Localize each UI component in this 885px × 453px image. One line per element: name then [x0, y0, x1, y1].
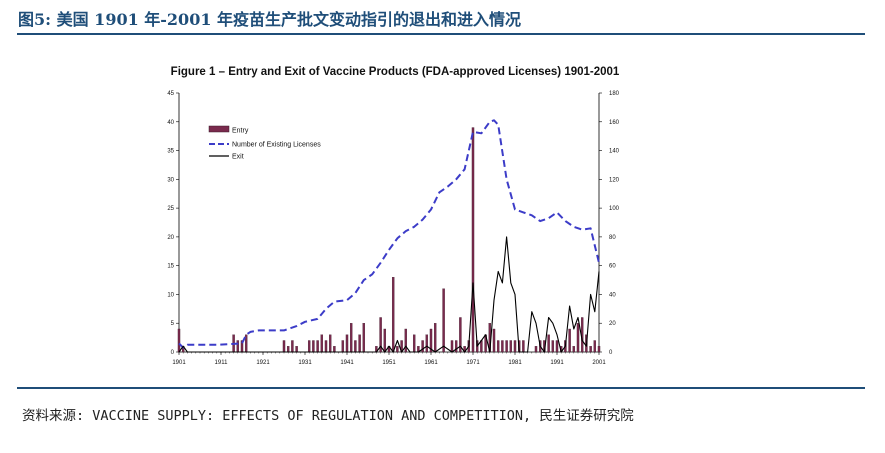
entry-bar: [597, 346, 601, 353]
entry-bar: [412, 334, 416, 353]
entry-bar: [551, 340, 554, 353]
y-left-tick-label: 0: [171, 350, 175, 356]
y-right-tick-label: 100: [609, 206, 620, 212]
series-lines: [178, 119, 600, 353]
entry-bar: [509, 340, 512, 353]
x-tick-label: 2001: [592, 360, 606, 366]
entry-bar: [547, 334, 550, 353]
entry-bar: [421, 340, 424, 353]
entry-bar: [358, 334, 361, 353]
y-left-tick-label: 35: [167, 149, 174, 155]
entry-bar: [501, 340, 504, 353]
y-right-tick-label: 80: [609, 235, 616, 241]
y-left-tick-label: 40: [167, 120, 174, 126]
y-right-tick-label: 140: [609, 149, 620, 155]
exit-line: [178, 236, 600, 353]
entry-bar: [433, 323, 437, 353]
entry-bar: [333, 346, 336, 353]
x-tick-label: 1911: [215, 360, 229, 366]
entry-bar: [505, 340, 508, 353]
entry-bar: [534, 346, 538, 353]
entry-bar: [177, 328, 181, 353]
y-right-tick-label: 120: [609, 177, 620, 183]
entry-bar: [576, 323, 580, 353]
entry-bars: [177, 127, 601, 353]
page-title: 图5: 美国 1901 年-2001 年疫苗生产批文变动指引的退出和进入情况: [18, 10, 522, 29]
entry-bar: [568, 328, 571, 353]
legend-exit-label: Exit: [232, 154, 244, 161]
entry-bar: [362, 323, 365, 353]
footer-divider: [17, 387, 865, 389]
x-tick-label: 1971: [466, 360, 480, 366]
x-tick-label: 1901: [172, 360, 186, 366]
y-left-tick-label: 10: [167, 292, 174, 298]
y-left-tick-label: 15: [167, 264, 174, 270]
entry-bar: [450, 340, 454, 353]
entry-bar: [396, 346, 399, 353]
entry-bar: [307, 340, 311, 353]
entry-bar: [286, 346, 290, 353]
header-divider: [17, 33, 865, 35]
y-left-tick-label: 25: [167, 206, 174, 212]
entry-bar: [471, 127, 475, 353]
y-right-tick-label: 160: [609, 120, 620, 126]
y-right-tick-label: 20: [609, 321, 616, 327]
legend-entry-swatch: [208, 125, 230, 133]
entry-bar: [391, 277, 395, 353]
entry-bar: [572, 346, 575, 353]
y-right-tick-label: 0: [609, 350, 613, 356]
x-tick-label: 1931: [298, 360, 312, 366]
entry-bar: [429, 328, 433, 353]
entry-bar: [316, 340, 319, 353]
entry-bar: [454, 340, 458, 353]
entry-bar: [442, 288, 445, 353]
entry-bar: [593, 340, 596, 353]
x-tick-label: 1981: [508, 360, 522, 366]
y-left-tick-label: 20: [167, 235, 174, 241]
entry-bar: [349, 323, 353, 353]
chart-legend: Entry Number of Existing Licenses Exit: [208, 125, 321, 161]
x-tick-label: 1951: [382, 360, 396, 366]
y-right-tick-label: 180: [609, 91, 620, 97]
entry-bar: [295, 346, 298, 353]
existing-licenses-line: [178, 119, 600, 349]
entry-bar: [328, 334, 332, 353]
legend-entry-label: Entry: [232, 128, 249, 135]
chart-title: Figure 1 – Entry and Exit of Vaccine Pro…: [171, 66, 620, 78]
entry-bar: [282, 340, 286, 353]
entry-bar: [312, 340, 315, 353]
entry-bar: [341, 340, 344, 353]
y-right-tick-label: 60: [609, 264, 616, 270]
y-left-tick-label: 30: [167, 177, 174, 183]
x-tick-label: 1921: [256, 360, 270, 366]
entry-bar: [404, 328, 407, 353]
entry-bar: [522, 340, 525, 353]
entry-bar: [513, 340, 517, 353]
y-right-tick-label: 40: [609, 292, 616, 298]
entry-bar: [589, 346, 592, 353]
entry-bar: [379, 317, 382, 353]
y-left-tick-label: 45: [167, 91, 174, 97]
entry-bar: [291, 340, 294, 353]
y-left-tick-label: 5: [171, 321, 175, 327]
entry-bar: [236, 340, 239, 353]
x-tick-label: 1961: [424, 360, 438, 366]
entry-bar: [492, 328, 496, 353]
entry-bar: [345, 334, 349, 353]
source-note: 资料来源: VACCINE SUPPLY: EFFECTS OF REGULAT…: [22, 408, 634, 424]
entry-bar: [354, 340, 357, 353]
entry-bar: [459, 317, 462, 353]
x-tick-label: 1991: [550, 360, 564, 366]
entry-bar: [425, 334, 428, 353]
x-tick-label: 1941: [340, 360, 354, 366]
entry-bar: [324, 340, 328, 353]
legend-existing-label: Number of Existing Licenses: [232, 142, 321, 149]
entry-bar: [320, 334, 323, 353]
entry-bar: [383, 328, 386, 353]
entry-bar: [496, 340, 500, 353]
entry-bar: [555, 340, 559, 353]
